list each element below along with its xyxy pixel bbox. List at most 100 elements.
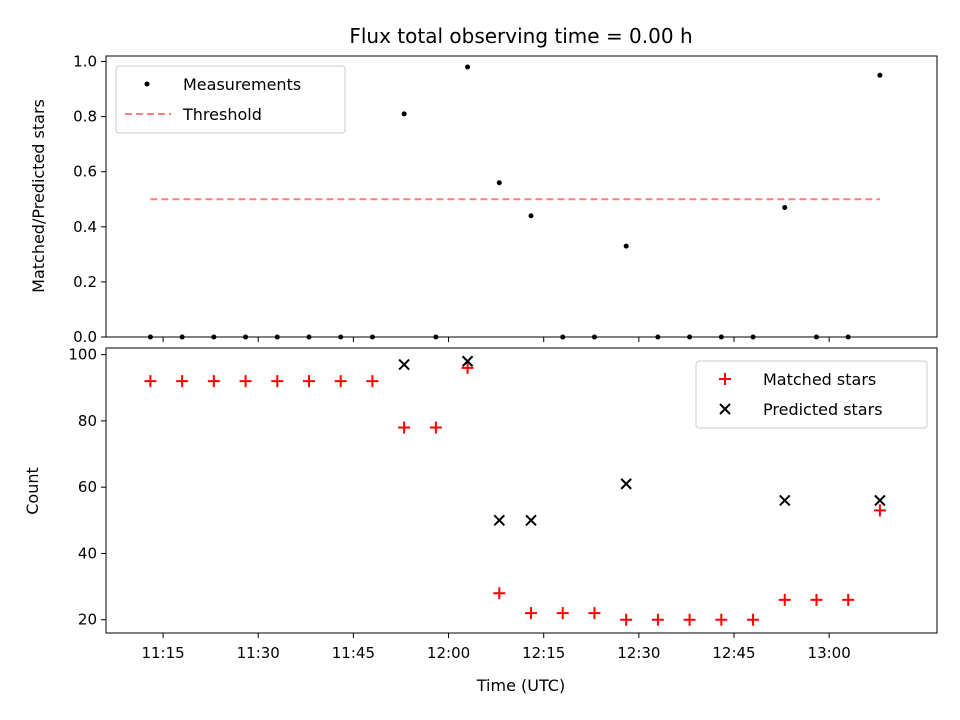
measurement-point xyxy=(845,334,851,340)
predicted-star-point xyxy=(779,494,791,507)
bottom-x-tick-label: 11:15 xyxy=(141,644,184,662)
matched-star-point xyxy=(842,593,855,606)
measurement-point xyxy=(528,213,534,219)
measurement-point xyxy=(750,334,756,340)
measurement-point xyxy=(623,243,629,249)
matched-star-point xyxy=(778,593,791,606)
bottom-series xyxy=(144,355,886,626)
matched-star-point xyxy=(556,607,569,620)
matched-star-point xyxy=(810,593,823,606)
measurement-point xyxy=(243,334,249,340)
predicted-star-point xyxy=(493,514,506,527)
bottom-y-tick-label: 100 xyxy=(68,346,97,364)
predicted-star-point xyxy=(874,494,886,507)
legend-label-threshold: Threshold xyxy=(182,105,262,124)
top-y-ticks: 0.0 0.2 0.4 0.6 0.8 1.0 xyxy=(73,53,106,346)
matched-star-point xyxy=(398,421,411,434)
top-series xyxy=(147,64,883,340)
bottom-y-axis-label: Count xyxy=(23,467,42,515)
legend-marker-matched-stars xyxy=(719,373,731,385)
matched-star-point xyxy=(366,375,379,388)
measurement-point xyxy=(877,72,883,78)
matched-star-point xyxy=(429,421,442,434)
predicted-star-point xyxy=(461,355,474,367)
measurement-point xyxy=(338,334,344,340)
top-y-tick-label: 1.0 xyxy=(73,53,97,71)
bottom-x-tick-label: 12:30 xyxy=(617,644,660,662)
bottom-y-tick-label: 20 xyxy=(78,611,97,629)
bottom-x-tick-label: 11:45 xyxy=(332,644,375,662)
measurement-point xyxy=(591,334,597,340)
bottom-y-tick-label: 60 xyxy=(78,478,97,496)
x-axis-label: Time (UTC) xyxy=(476,676,565,695)
matched-star-point xyxy=(207,375,220,388)
matched-star-point xyxy=(588,607,601,620)
legend-label-measurements: Measurements xyxy=(183,75,301,94)
measurement-point xyxy=(369,334,375,340)
matched-star-point xyxy=(620,613,633,626)
measurement-point xyxy=(401,111,407,117)
bottom-panel: 20 40 60 80 100 11:15 11:30 11:45 12:00 12:15 12:… xyxy=(23,346,938,695)
matched-star-point xyxy=(461,361,474,374)
top-legend: Measurements Threshold xyxy=(115,65,346,134)
top-panel: 0.0 0.2 0.4 0.6 0.8 1.0 Matched/Predicted sta… xyxy=(29,53,938,346)
measurement-point xyxy=(560,334,566,340)
matched-star-point xyxy=(525,607,538,620)
top-x-ticks xyxy=(162,337,830,342)
top-y-tick-label: 0.6 xyxy=(73,163,97,181)
bottom-plot-frame xyxy=(105,347,938,634)
predicted-star-point xyxy=(525,514,537,527)
legend-label-matched-stars: Matched stars xyxy=(763,370,876,389)
bottom-y-tick-label: 40 xyxy=(78,544,97,562)
matched-star-point xyxy=(302,375,315,388)
predicted-star-point xyxy=(620,478,632,490)
legend-label-predicted-stars: Predicted stars xyxy=(763,400,883,419)
bottom-x-tick-label: 11:30 xyxy=(237,644,280,662)
top-y-axis-label: Matched/Predicted stars xyxy=(29,99,48,293)
bottom-x-ticks: 11:15 11:30 11:45 12:00 12:15 12:30 12:45 13:00 xyxy=(141,633,851,662)
measurement-point xyxy=(465,64,471,70)
measurement-point xyxy=(496,180,502,186)
measurement-point xyxy=(687,334,693,340)
bottom-x-tick-label: 12:00 xyxy=(427,644,470,662)
measurement-point xyxy=(655,334,661,340)
matched-star-point xyxy=(651,613,664,626)
bottom-x-tick-label: 12:45 xyxy=(712,644,755,662)
measurement-point xyxy=(211,334,217,340)
bottom-x-tick-label: 12:15 xyxy=(522,644,565,662)
top-y-tick-label: 0.2 xyxy=(73,273,97,291)
top-y-tick-label: 0.8 xyxy=(73,108,97,126)
matched-star-point xyxy=(239,375,252,388)
measurement-point xyxy=(433,334,439,340)
measurement-point xyxy=(274,334,280,340)
matched-star-point xyxy=(715,613,728,626)
measurement-point xyxy=(718,334,724,340)
measurement-point xyxy=(306,334,312,340)
bottom-y-ticks: 20 40 60 80 100 xyxy=(68,346,106,629)
top-legend-box xyxy=(115,65,346,134)
matched-star-point xyxy=(747,613,760,626)
legend-marker-predicted-stars xyxy=(719,403,731,415)
measurement-point xyxy=(782,205,788,211)
matched-star-point xyxy=(176,375,189,388)
top-plot-frame xyxy=(105,55,938,338)
matched-star-point xyxy=(493,587,506,600)
bottom-legend-box xyxy=(695,360,928,429)
matched-star-point xyxy=(271,375,284,388)
measurement-point xyxy=(813,334,819,340)
legend-marker-measurements xyxy=(144,81,150,87)
bottom-legend: Matched stars Predicted stars xyxy=(695,360,928,429)
measurement-point xyxy=(147,334,153,340)
bottom-x-tick-label: 13:00 xyxy=(808,644,851,662)
matched-star-point xyxy=(144,375,157,388)
matched-star-point xyxy=(334,375,347,388)
chart-title: Flux total observing time = 0.00 h xyxy=(349,24,692,48)
top-y-tick-label: 0.0 xyxy=(73,328,97,346)
matched-star-point xyxy=(873,504,886,517)
top-y-tick-label: 0.4 xyxy=(73,218,97,236)
predicted-star-point xyxy=(398,358,410,371)
matched-star-point xyxy=(683,613,696,626)
bottom-y-tick-label: 80 xyxy=(78,412,97,430)
measurement-point xyxy=(179,334,185,340)
